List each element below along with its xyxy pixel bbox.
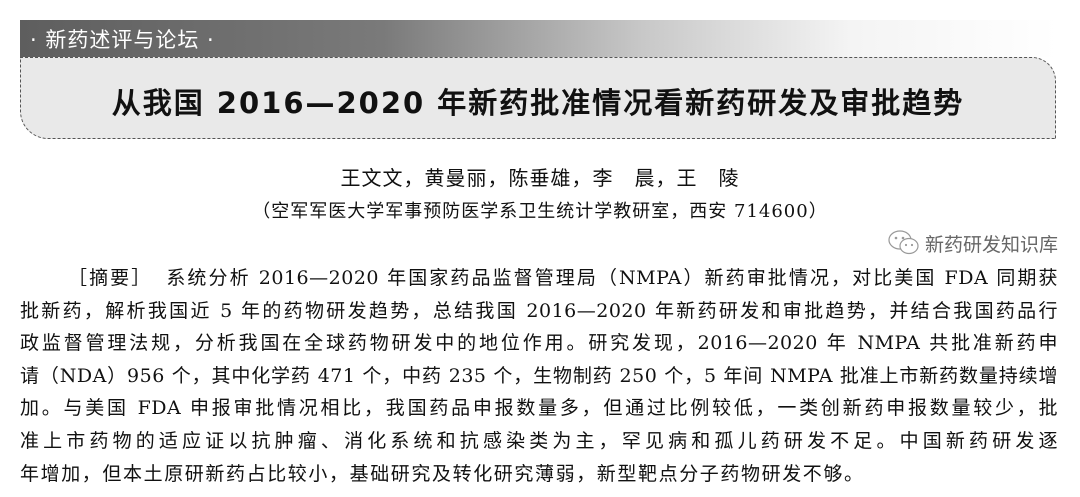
abstract-line: 加。与美国 FDA 申报审批情况相比，我国药品申报数量多，但通过比例较低，一类创… — [20, 397, 1058, 420]
abstract-line: ［摘要］ 系统分析 2016—2020 年国家药品监督管理局（NMPA）新药审批情… — [20, 262, 1058, 295]
abstract-label: ［摘要］ — [68, 267, 153, 289]
title-box: 从我国 2016—2020 年新药批准情况看新药研发及审批趋势 — [20, 57, 1056, 139]
section-banner: · 新药述评与论坛 · — [20, 20, 1058, 57]
abstract-line: 准上市药物的适应证以抗肿瘤、消化系统和抗感染类为主，罕见病和孤儿药研发不足。中国… — [20, 429, 1058, 452]
watermark-text: 新药研发知识库 — [924, 233, 1058, 256]
watermark: 新药研发知识库 — [887, 228, 1058, 258]
abstract: ［摘要］ 系统分析 2016—2020 年国家药品监督管理局（NMPA）新药审批情… — [20, 262, 1058, 490]
section-label: · 新药述评与论坛 · — [30, 28, 215, 52]
affiliation: （空军军医大学军事预防医学系卫生统计学教研室，西安 714600） — [252, 201, 828, 222]
article-title: 从我国 2016—2020 年新药批准情况看新药研发及审批趋势 — [111, 86, 965, 120]
abstract-text: 系统分析 2016—2020 年国家药品监督管理局（NMPA）新药审批情况，对比… — [166, 267, 1058, 289]
abstract-line: 批新药，解析我国近 5 年的药物研发趋势，总结我国 2016—2020 年新药研… — [20, 299, 1058, 322]
wechat-icon — [888, 230, 919, 255]
abstract-line: 年增加，但本土原研新药占比较小，基础研究及转化研究薄弱，新型靶点分子药物研发不够… — [20, 462, 865, 485]
abstract-line: 请（NDA）956 个，其中化学药 471 个，中药 235 个，生物制药 25… — [20, 364, 1058, 387]
authors: 王文文，黄曼丽，陈垂雄，李 晨，王 陵 — [340, 166, 740, 190]
abstract-line: 政监督管理法规，分析我国在全球药物研发中的地位作用。研究发现，2016—2020… — [20, 332, 1058, 355]
